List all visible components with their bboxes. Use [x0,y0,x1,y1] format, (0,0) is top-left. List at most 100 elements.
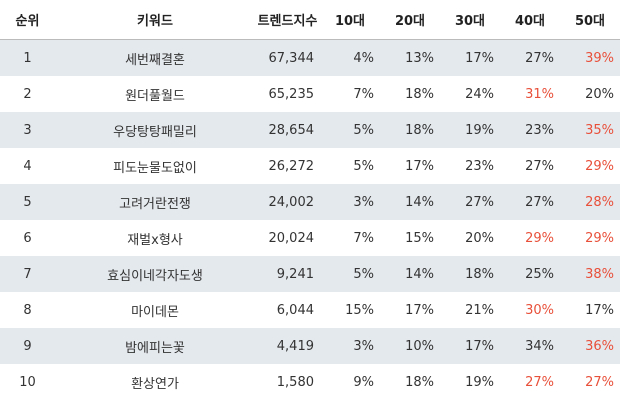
value-cell: 10 [19,374,36,390]
value-cell: 15% [405,230,434,246]
value-cell: 67,344 [255,39,320,76]
value-cell: 28% [560,184,620,220]
value-cell: 18% [440,256,500,292]
table-row: 2 원더풀월드 65,235 7% 18% 24% 31% 20% [0,76,620,112]
value-cell: 21% [465,302,494,318]
value-cell: 3 [0,112,55,148]
value-cell: 23% [465,158,494,174]
value-cell: 27% [440,184,500,220]
keyword-cell: 고려거란전쟁 [55,184,255,220]
keyword-cell: 효심이네각자도생 [55,256,255,292]
value-cell: 36% [560,328,620,364]
table-row: 8 마이데몬 6,044 15% 17% 21% 30% 17% [0,292,620,328]
keyword-cell: 피도눈물도없이 [113,160,197,176]
value-cell: 29% [585,158,614,174]
value-cell: 18% [405,374,434,390]
value-cell: 4% [320,39,380,76]
value-cell: 65,235 [268,86,315,102]
keyword-cell: 재벌x형사 [127,232,183,248]
value-cell: 17% [405,302,434,318]
table-row: 10 환상연가 1,580 9% 18% 19% 27% 27% [0,364,620,400]
column-header: 50대 [560,0,620,40]
value-cell: 9,241 [255,256,320,292]
header-row: 순위 키워드 트렌드지수 10대 20대 30대 40대 50대 [0,0,620,40]
value-cell: 5% [353,158,374,174]
value-cell: 15% [345,302,374,318]
value-cell: 35% [560,112,620,148]
value-cell: 27% [500,184,560,220]
value-cell: 19% [440,112,500,148]
value-cell: 34% [500,328,560,364]
keyword-cell: 원더풀월드 [125,88,185,104]
value-cell: 29% [585,230,614,246]
value-cell: 7% [353,86,374,102]
keyword-cell: 마이데몬 [131,304,179,320]
value-cell: 25% [500,256,560,292]
value-cell: 2 [23,86,32,102]
value-cell: 27% [525,374,554,390]
value-cell: 9% [353,374,374,390]
value-cell: 20,024 [268,230,315,246]
value-cell: 31% [525,86,554,102]
keyword-cell: 우당탕탕패밀리 [55,112,255,148]
column-header: 30대 [440,0,500,40]
table-row: 3 우당탕탕패밀리 28,654 5% 18% 19% 23% 35% [0,112,620,148]
column-header: 순위 [0,0,55,40]
column-header: 10대 [320,0,380,40]
value-cell: 20% [465,230,494,246]
value-cell: 1,580 [276,374,314,390]
value-cell: 3% [320,328,380,364]
table-row: 4 피도눈물도없이 26,272 5% 17% 23% 27% 29% [0,148,620,184]
value-cell: 18% [405,86,434,102]
value-cell: 3% [320,184,380,220]
value-cell: 17% [440,39,500,76]
value-cell: 30% [525,302,554,318]
table-row: 1 세번째결혼 67,344 4% 13% 17% 27% 39% [0,39,620,76]
value-cell: 10% [380,328,440,364]
value-cell: 8 [23,302,32,318]
value-cell: 27% [585,374,614,390]
value-cell: 14% [380,256,440,292]
value-cell: 14% [380,184,440,220]
column-header: 20대 [380,0,440,40]
column-header: 키워드 [55,0,255,40]
value-cell: 28,654 [255,112,320,148]
value-cell: 27% [500,39,560,76]
table-row: 5 고려거란전쟁 24,002 3% 14% 27% 27% 28% [0,184,620,220]
column-header: 40대 [500,0,560,40]
value-cell: 5% [320,112,380,148]
value-cell: 23% [500,112,560,148]
value-cell: 5% [320,256,380,292]
value-cell: 19% [465,374,494,390]
value-cell: 17% [585,302,614,318]
value-cell: 24,002 [255,184,320,220]
value-cell: 27% [525,158,554,174]
value-cell: 4 [23,158,32,174]
value-cell: 20% [585,86,614,102]
value-cell: 17% [405,158,434,174]
value-cell: 4,419 [255,328,320,364]
value-cell: 5 [0,184,55,220]
value-cell: 7 [0,256,55,292]
table-row: 7 효심이네각자도생 9,241 5% 14% 18% 25% 38% [0,256,620,292]
value-cell: 7% [353,230,374,246]
value-cell: 26,272 [268,158,315,174]
value-cell: 6,044 [276,302,314,318]
keyword-cell: 환상연가 [131,376,179,392]
value-cell: 38% [560,256,620,292]
column-header: 트렌드지수 [255,0,320,40]
table-row: 6 재벌x형사 20,024 7% 15% 20% 29% 29% [0,220,620,256]
value-cell: 9 [0,328,55,364]
value-cell: 6 [23,230,32,246]
keyword-cell: 세번째결혼 [55,39,255,76]
value-cell: 24% [465,86,494,102]
value-cell: 17% [440,328,500,364]
value-cell: 29% [525,230,554,246]
value-cell: 39% [560,39,620,76]
value-cell: 1 [0,39,55,76]
keyword-cell: 밤에피는꽃 [55,328,255,364]
value-cell: 13% [380,39,440,76]
value-cell: 18% [380,112,440,148]
